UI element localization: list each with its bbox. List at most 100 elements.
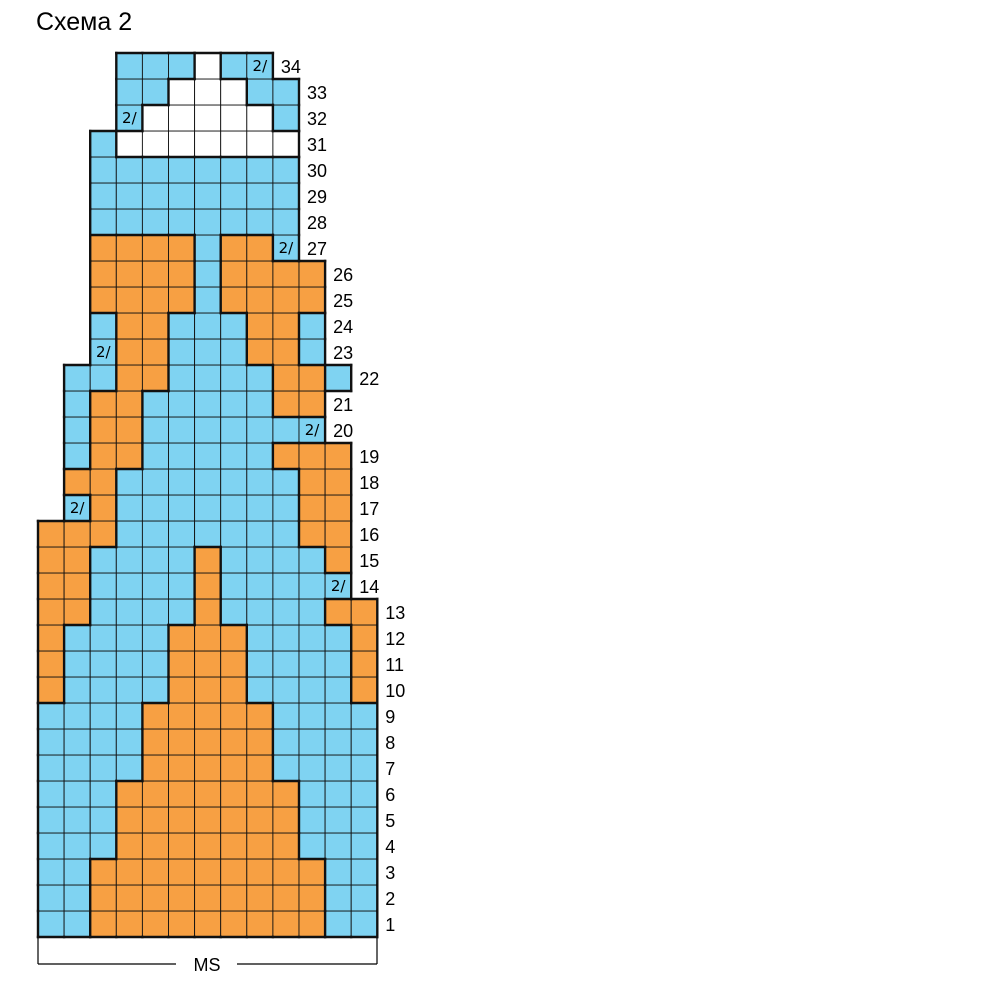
stitch-cell xyxy=(298,884,326,912)
stitch-cell xyxy=(168,676,196,704)
stitch-cell xyxy=(194,702,222,730)
stitch-cell xyxy=(220,702,248,730)
stitch-cell xyxy=(246,624,274,652)
stitch-cell xyxy=(63,754,91,782)
stitch-cell xyxy=(37,728,65,756)
stitch-cell xyxy=(168,780,196,808)
stitch-cell xyxy=(63,624,91,652)
stitch-cell xyxy=(115,832,143,860)
stitch-cell xyxy=(141,182,169,210)
stitch-cell xyxy=(115,364,143,392)
stitch-cell xyxy=(246,884,274,912)
decrease-symbol-icon: 2/ xyxy=(253,57,269,75)
stitch-cell xyxy=(298,910,326,938)
stitch-cell xyxy=(168,104,196,132)
stitch-cell xyxy=(141,260,169,288)
stitch-cell xyxy=(220,260,248,288)
decrease-symbol-icon: 2/ xyxy=(122,109,138,127)
stitch-cell xyxy=(37,650,65,678)
stitch-cell xyxy=(194,780,222,808)
stitch-cell xyxy=(168,858,196,886)
stitch-cell xyxy=(115,260,143,288)
stitch-cell xyxy=(89,468,117,496)
stitch-cell xyxy=(115,416,143,444)
stitch-cell xyxy=(272,884,300,912)
stitch-cell xyxy=(141,546,169,574)
stitch-cell xyxy=(141,832,169,860)
stitch-cell xyxy=(298,754,326,782)
stitch-cell xyxy=(194,624,222,652)
stitch-cell xyxy=(89,676,117,704)
stitch-cell xyxy=(168,910,196,938)
row-number-label: 4 xyxy=(385,837,395,857)
decrease-symbol-icon: 2/ xyxy=(305,421,321,439)
stitch-cell xyxy=(324,910,352,938)
stitch-cell xyxy=(272,78,300,106)
stitch-cell xyxy=(194,520,222,548)
stitch-cell xyxy=(115,624,143,652)
stitch-cell xyxy=(324,702,352,730)
stitch-cell xyxy=(246,598,274,626)
stitch-cell xyxy=(324,676,352,704)
stitch-cell xyxy=(89,442,117,470)
stitch-cell xyxy=(115,520,143,548)
row-number-label: 15 xyxy=(359,551,379,571)
stitch-cell xyxy=(246,234,274,262)
stitch-cell xyxy=(220,234,248,262)
stitch-cell xyxy=(168,572,196,600)
stitch-cell xyxy=(298,520,326,548)
row-number-label: 26 xyxy=(333,265,353,285)
stitch-cell xyxy=(298,286,326,314)
stitch-cell xyxy=(141,910,169,938)
stitch-cell xyxy=(246,728,274,756)
stitch-cell xyxy=(115,442,143,470)
stitch-cell xyxy=(194,234,222,262)
stitch-cell xyxy=(324,754,352,782)
decrease-stitch-cell xyxy=(298,416,326,444)
stitch-cell xyxy=(272,624,300,652)
stitch-cell xyxy=(194,286,222,314)
stitch-cell xyxy=(63,728,91,756)
stitch-cell xyxy=(37,780,65,808)
stitch-cell xyxy=(115,546,143,574)
stitch-cell xyxy=(141,858,169,886)
stitch-cell xyxy=(220,806,248,834)
stitch-cell xyxy=(272,910,300,938)
stitch-cell xyxy=(89,598,117,626)
stitch-cell xyxy=(168,650,196,678)
stitch-cell xyxy=(115,650,143,678)
stitch-cell xyxy=(115,234,143,262)
stitch-cell xyxy=(298,338,326,366)
stitch-cell xyxy=(89,858,117,886)
row-number-label: 2 xyxy=(385,889,395,909)
stitch-cell xyxy=(350,780,378,808)
stitch-cell xyxy=(89,806,117,834)
stitch-cell xyxy=(168,624,196,652)
decrease-symbol-icon: 2/ xyxy=(96,343,112,361)
stitch-cell xyxy=(37,754,65,782)
stitch-cell xyxy=(246,702,274,730)
stitch-cell xyxy=(272,442,300,470)
stitch-cell xyxy=(89,208,117,236)
stitch-cell xyxy=(272,104,300,132)
stitch-cell xyxy=(141,676,169,704)
row-number-label: 17 xyxy=(359,499,379,519)
stitch-cell xyxy=(37,910,65,938)
row-number-label: 11 xyxy=(385,655,404,675)
stitch-cell xyxy=(246,416,274,444)
stitch-cell xyxy=(324,780,352,808)
stitch-cell xyxy=(350,858,378,886)
stitch-cell xyxy=(115,598,143,626)
stitch-cell xyxy=(168,156,196,184)
stitch-cell xyxy=(246,676,274,704)
stitch-cell xyxy=(115,130,143,158)
decrease-symbol-icon: 2/ xyxy=(70,499,86,517)
stitch-cell xyxy=(89,546,117,574)
stitch-cell xyxy=(63,806,91,834)
stitch-cell xyxy=(298,676,326,704)
stitch-cell xyxy=(168,468,196,496)
stitch-cell xyxy=(246,910,274,938)
stitch-cell xyxy=(220,364,248,392)
stitch-cell xyxy=(220,338,248,366)
